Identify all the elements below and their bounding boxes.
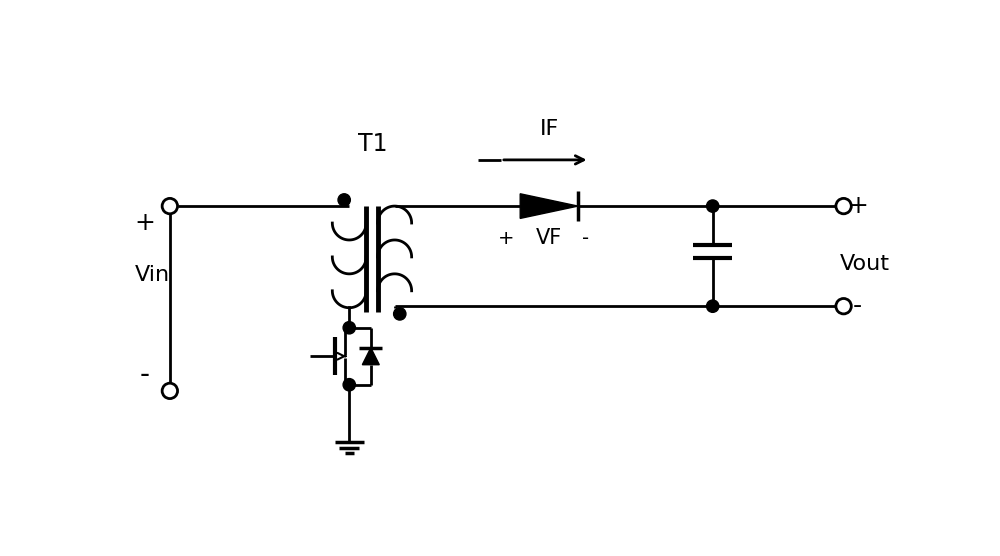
Text: T1: T1 [358, 132, 387, 156]
Polygon shape [362, 348, 379, 365]
Text: -: - [582, 229, 589, 248]
Text: +: + [498, 229, 515, 248]
Text: +: + [847, 194, 868, 218]
Polygon shape [520, 194, 578, 219]
Text: VF: VF [536, 229, 562, 249]
Circle shape [343, 321, 355, 334]
Text: +: + [134, 211, 155, 235]
Circle shape [836, 198, 851, 214]
Text: Vout: Vout [840, 254, 890, 274]
Circle shape [343, 379, 355, 391]
Text: IF: IF [539, 119, 559, 139]
Text: Vin: Vin [135, 265, 170, 285]
Circle shape [836, 299, 851, 314]
Circle shape [394, 307, 406, 320]
Text: -: - [139, 361, 149, 390]
Text: -: - [853, 294, 862, 318]
Circle shape [162, 383, 178, 399]
Circle shape [162, 198, 178, 214]
Circle shape [338, 194, 350, 206]
Circle shape [707, 300, 719, 312]
Circle shape [707, 200, 719, 212]
